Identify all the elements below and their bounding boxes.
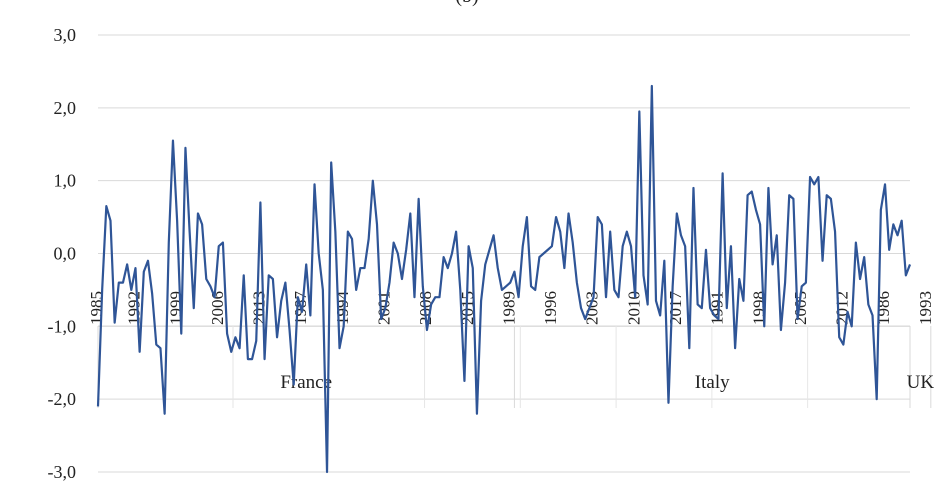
x-tick-label: 2001	[374, 291, 393, 325]
y-tick-label: 3,0	[54, 25, 77, 45]
y-tick-label: -3,0	[48, 462, 77, 482]
y-axis-labels: 3,0 2,0 1,0 0,0 -1,0 -2,0 -3,0	[48, 25, 77, 482]
x-tick-label: 1986	[874, 291, 893, 325]
x-tick-label: 1989	[499, 291, 518, 325]
x-tick-label: 1985	[87, 291, 106, 325]
x-tick-label: 2003	[583, 291, 602, 325]
group-labels: France Italy UK	[280, 372, 934, 393]
y-tick-label: 2,0	[54, 98, 77, 118]
x-tick-label: 2005	[791, 291, 810, 325]
x-tick-label: 1994	[333, 291, 352, 326]
series-line	[96, 84, 912, 474]
x-tick-label: 2012	[833, 291, 852, 325]
gridlines	[98, 34, 910, 473]
x-tick-label: 2017	[666, 291, 685, 326]
x-tick-label: 1991	[708, 291, 727, 325]
x-tick-label: 2010	[624, 291, 643, 325]
x-tick-label: 1993	[916, 291, 934, 325]
group-label: UK	[907, 372, 934, 393]
series-group	[96, 84, 912, 474]
y-tick-label: 1,0	[54, 171, 77, 191]
y-tick-label: 0,0	[54, 244, 77, 264]
group-label: Italy	[695, 372, 730, 393]
group-separators	[97, 326, 932, 408]
x-tick-label: 2006	[208, 291, 227, 325]
y-tick-label: -1,0	[48, 316, 77, 336]
y-tick-label: -2,0	[48, 389, 77, 409]
x-tick-label: 1996	[541, 291, 560, 325]
panel-title: (b)	[0, 0, 934, 8]
